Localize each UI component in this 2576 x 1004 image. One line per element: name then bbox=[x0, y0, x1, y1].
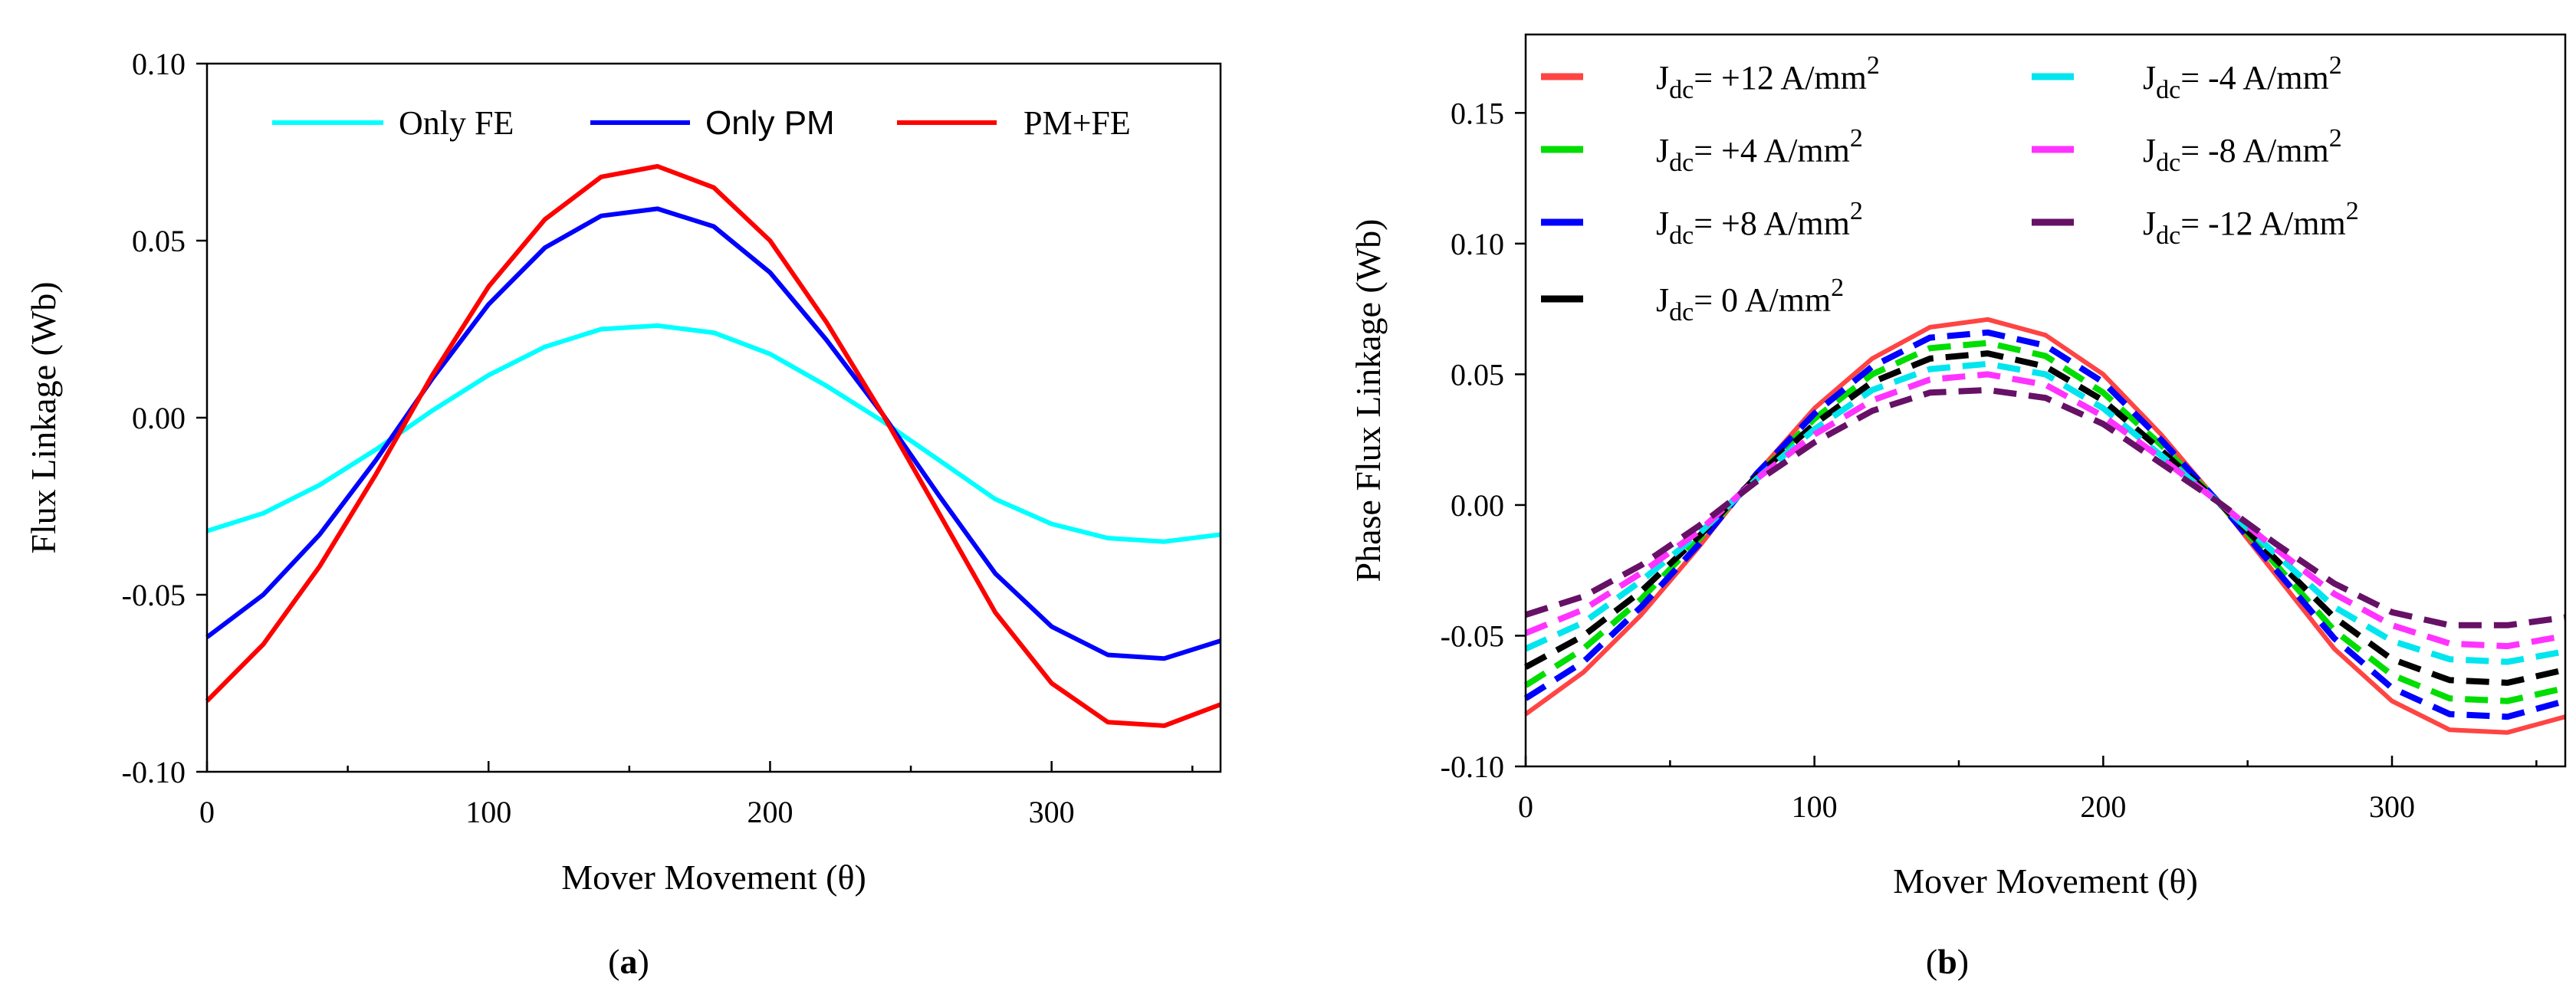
series-group-a bbox=[205, 164, 1222, 728]
y-tick-label-a-1: 0.05 bbox=[132, 224, 186, 258]
y-axis-title-a: Flux Linkage (Wb) bbox=[24, 281, 63, 553]
y-tick-label-b-1: 0.10 bbox=[1451, 227, 1504, 261]
legend-label-b-6: Jdc= -12 A/mm2 bbox=[2143, 197, 2359, 250]
axes-a: 0 100 200 300 0.10 0.05 0.00 -0.05 -0.10 bbox=[122, 47, 1222, 829]
x-tick-label-a-0: 0 bbox=[199, 795, 215, 829]
plot-frame-a bbox=[205, 62, 1222, 773]
legend-label-a-2: PM+FE bbox=[1024, 104, 1131, 142]
x-tick-label-a-1: 100 bbox=[465, 795, 511, 829]
y-tick-label-a-0: 0.10 bbox=[132, 47, 186, 81]
x-axis-title-b: Mover Movement (θ) bbox=[1893, 861, 2198, 901]
legend-label-b-3: Jdc= 0 A/mm2 bbox=[1656, 274, 1844, 326]
chart-panel-a: 0 100 200 300 0.10 0.05 0.00 -0.05 -0.10 Only FE… bbox=[24, 47, 1222, 981]
y-axis-title-b: Phase Flux Linkage (Wb) bbox=[1349, 219, 1388, 582]
series-line-b-3 bbox=[1524, 350, 2566, 686]
legend-label-b-4: Jdc= -4 A/mm2 bbox=[2143, 51, 2342, 104]
legend-label-a-0: Only FE bbox=[399, 104, 514, 142]
plot-frame-b bbox=[1524, 33, 2567, 768]
series-line-a-1 bbox=[205, 206, 1221, 661]
series-line-b-0 bbox=[1524, 317, 2566, 735]
legend-b: Jdc= +12 A/mm2 Jdc= +4 A/mm2 Jdc= +8 A/mm2… bbox=[1541, 51, 2359, 326]
series-line-a-2 bbox=[205, 164, 1222, 728]
y-tick-label-b-5: -0.10 bbox=[1441, 750, 1504, 784]
legend-label-b-1: Jdc= +4 A/mm2 bbox=[1656, 124, 1863, 177]
series-line-b-6 bbox=[1524, 386, 2566, 628]
x-tick-label-b-0: 0 bbox=[1518, 789, 1533, 824]
y-tick-label-a-2: 0.00 bbox=[132, 401, 186, 435]
chart-panel-b: 0 100 200 300 0.15 0.10 0.05 0.00 -0.05 -0.10 Jdc… bbox=[1349, 33, 2567, 981]
y-tick-label-a-4: -0.10 bbox=[122, 755, 186, 789]
legend-label-b-2: Jdc= +8 A/mm2 bbox=[1656, 197, 1863, 250]
y-tick-label-b-0: 0.15 bbox=[1451, 96, 1504, 130]
y-tick-label-a-3: -0.05 bbox=[122, 578, 186, 612]
series-line-b-2 bbox=[1523, 329, 2567, 720]
series-line-b-4 bbox=[1524, 360, 2566, 665]
legend-label-a-1: Only PM bbox=[705, 104, 835, 142]
x-tick-label-b-3: 300 bbox=[2369, 789, 2415, 824]
x-axis-title-a: Mover Movement (θ) bbox=[561, 858, 866, 897]
y-tick-label-b-4: -0.05 bbox=[1441, 618, 1504, 653]
legend-a: Only FE Only PM PM+FE bbox=[272, 104, 1131, 142]
series-line-a-0 bbox=[206, 323, 1221, 544]
y-tick-label-b-3: 0.00 bbox=[1451, 488, 1504, 523]
axes-b: 0 100 200 300 0.15 0.10 0.05 0.00 -0.05 -0.10 bbox=[1441, 33, 2567, 824]
panel-label-b: (b) bbox=[1926, 942, 1969, 981]
x-tick-label-b-2: 200 bbox=[2080, 789, 2126, 824]
series-line-b-5 bbox=[1524, 371, 2566, 650]
legend-label-b-0: Jdc= +12 A/mm2 bbox=[1656, 51, 1880, 104]
legend-label-b-5: Jdc= -8 A/mm2 bbox=[2143, 124, 2342, 177]
panel-label-a: (a) bbox=[608, 942, 649, 981]
series-group-b bbox=[1523, 317, 2567, 735]
x-tick-label-a-2: 200 bbox=[747, 795, 793, 829]
y-tick-label-b-2: 0.05 bbox=[1451, 357, 1504, 392]
x-tick-label-a-3: 300 bbox=[1029, 795, 1075, 829]
x-tick-label-b-1: 100 bbox=[1792, 789, 1838, 824]
